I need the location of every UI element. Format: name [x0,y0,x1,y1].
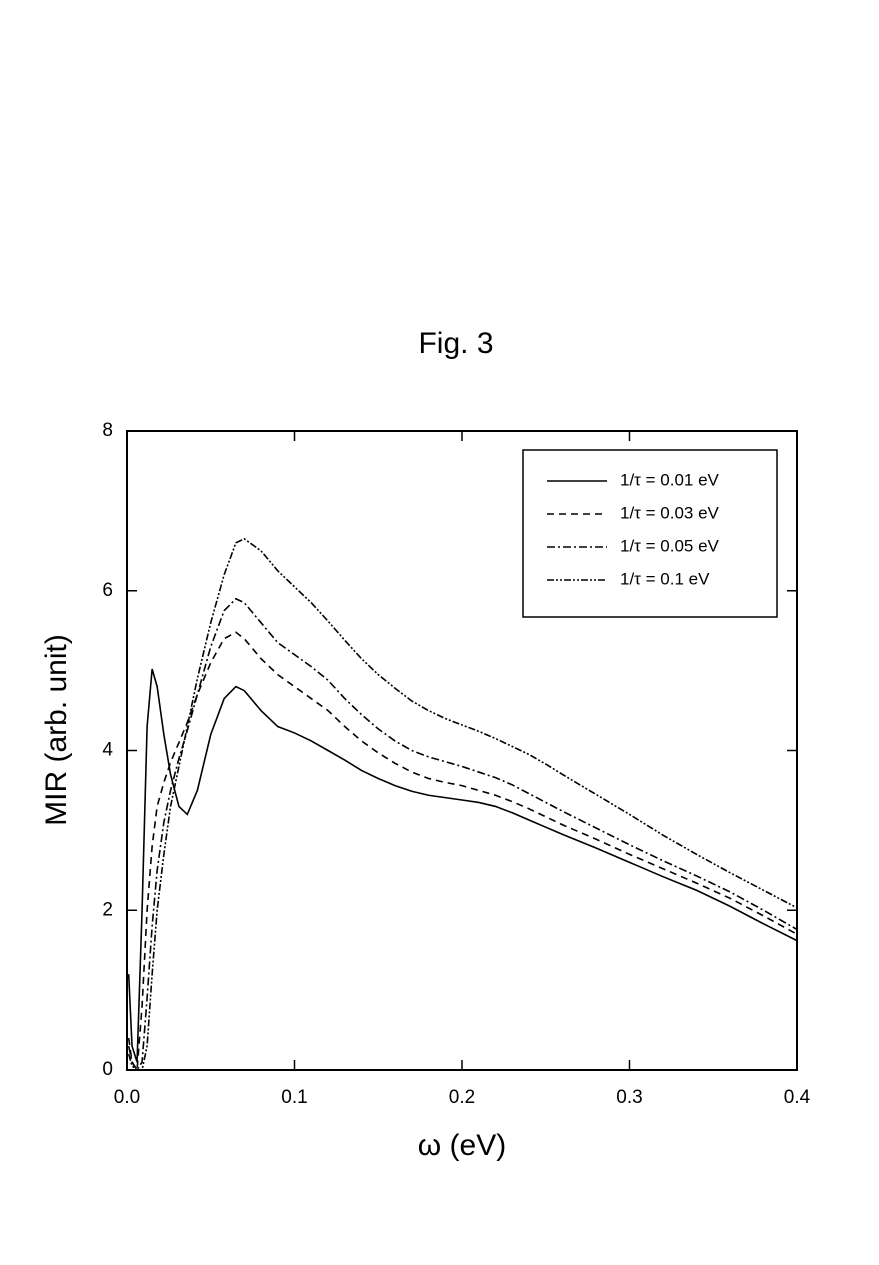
data-line [127,631,798,1073]
x-axis-label: ω (eV) [418,1129,506,1162]
y-tick-label: 4 [102,740,113,761]
legend-box [522,449,778,618]
legend-label: 1/τ = 0.01 eV [620,470,720,489]
x-tick-label: 0.3 [616,1087,642,1108]
data-line [127,597,798,1072]
chart-title: Fig. 3 [418,327,493,360]
x-tick-label: 0.0 [114,1087,140,1108]
x-tick-label: 0.1 [281,1087,307,1108]
y-tick-label: 0 [102,1059,113,1080]
y-tick-label: 2 [102,899,113,920]
y-axis-label: MIR (arb. unit) [40,634,73,826]
data-line [127,537,798,1071]
data-line [127,668,798,1063]
y-tick-label: 6 [102,580,113,601]
y-tick-label: 8 [102,420,113,441]
legend-label: 1/τ = 0.05 eV [620,536,720,555]
legend-label: 1/τ = 0.03 eV [620,503,720,522]
x-tick-label: 0.4 [784,1087,811,1108]
legend-label: 1/τ = 0.1 eV [620,569,710,588]
x-tick-label: 0.2 [449,1087,475,1108]
